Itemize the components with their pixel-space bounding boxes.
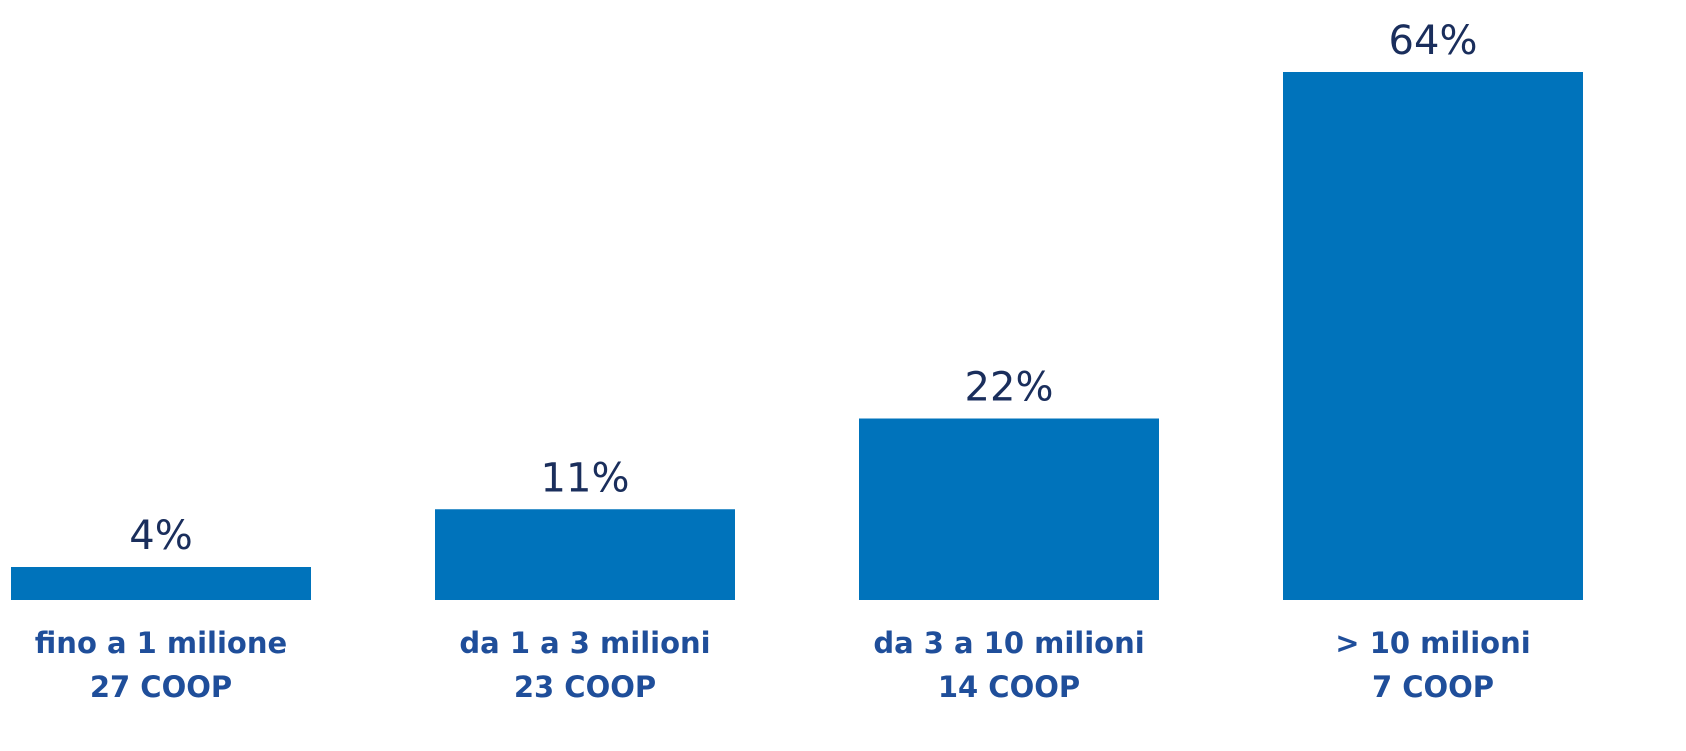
value-label-0: 4% [129,513,192,559]
value-label-1: 11% [541,455,630,501]
category-count-3: 7 COOP [1372,670,1494,704]
category-count-1: 23 COOP [514,670,656,704]
category-label-0: fino a 1 milione [35,626,287,660]
category-labels-layer: fino a 1 milione 27 COOP da 1 a 3 milioni 2… [35,626,1531,704]
category-label-3: > 10 milioni [1335,626,1530,660]
category-label-1: da 1 a 3 milioni [459,626,710,660]
value-label-2: 22% [965,365,1054,411]
category-label-2: da 3 a 10 milioni [873,626,1144,660]
bars-layer [11,72,1583,600]
value-label-3: 64% [1389,18,1478,64]
bar-2 [859,418,1159,600]
value-labels-layer: 4% 11% 22% 64% [129,18,1477,559]
bar-1 [435,509,735,600]
bar-3 [1283,72,1583,600]
category-count-0: 27 COOP [90,670,232,704]
bar-0 [11,567,311,600]
category-count-2: 14 COOP [938,670,1080,704]
